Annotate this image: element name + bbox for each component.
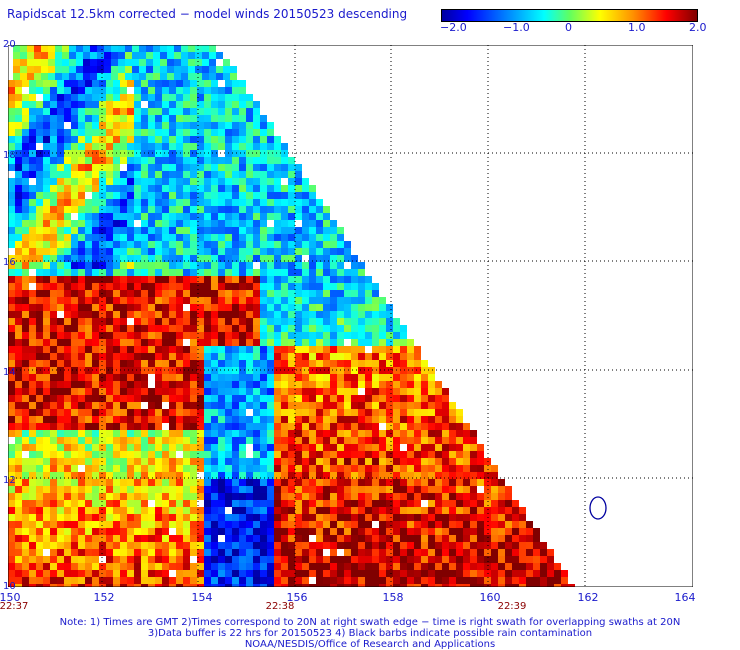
lon-label: 164	[674, 591, 696, 604]
colorbar-tick: 1.0	[628, 21, 646, 34]
lat-label: 10	[3, 581, 16, 592]
wind-difference-map	[8, 45, 693, 587]
time-label: 22:39	[497, 601, 527, 612]
colorbar-tick: 2.0	[689, 21, 707, 34]
island-outline	[589, 496, 607, 520]
colorbar-tick: 0	[565, 21, 572, 34]
colorbar-tick: −2.0	[440, 21, 467, 34]
lon-label: 162	[577, 591, 599, 604]
lon-label: 152	[93, 591, 115, 604]
lon-label: 156	[286, 591, 308, 604]
colorbar-tick: −1.0	[503, 21, 530, 34]
lat-label: 14	[3, 367, 16, 378]
lat-label: 16	[3, 257, 16, 268]
swath-cells	[8, 45, 575, 587]
lon-label: 158	[382, 591, 404, 604]
map-plot	[8, 45, 693, 587]
lat-label: 12	[3, 475, 16, 486]
footnote-line: 3)Data buffer is 22 hrs for 20150523 4) …	[147, 628, 593, 639]
lon-label: 160	[479, 591, 501, 604]
time-label: 22:37	[0, 601, 29, 612]
map-title: Rapidscat 12.5km corrected − model winds…	[7, 7, 408, 21]
lat-label: 18	[3, 150, 16, 161]
time-label: 22:38	[265, 601, 295, 612]
lon-label: 154	[191, 591, 213, 604]
lon-label: 150	[0, 591, 21, 604]
lat-label: 20	[3, 39, 16, 50]
footnote-line: Note: 1) Times are GMT 2)Times correspon…	[59, 617, 681, 628]
colorbar	[441, 9, 698, 22]
footnote-line: NOAA/NESDIS/Office of Research and Appli…	[244, 639, 496, 650]
